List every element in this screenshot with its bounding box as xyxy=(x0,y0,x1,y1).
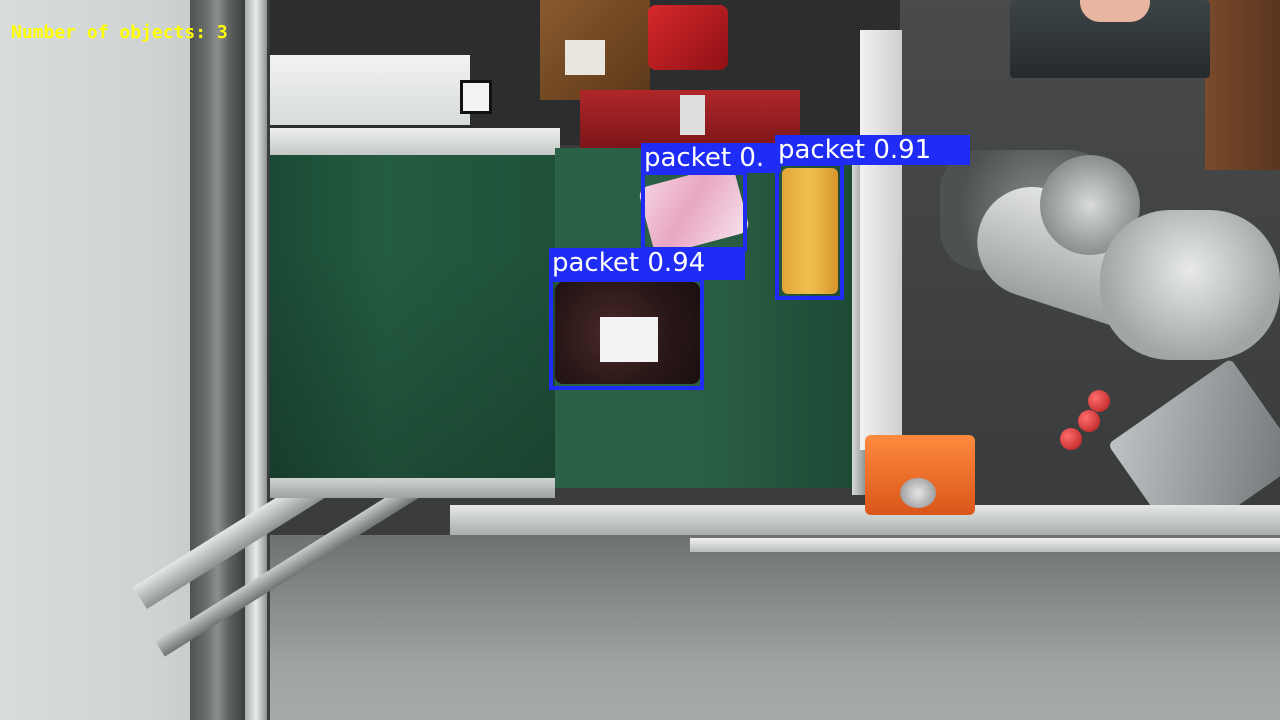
conveyor-frame-bottom xyxy=(270,478,555,498)
wooden-box xyxy=(1205,0,1280,170)
sensor-knob xyxy=(900,478,936,508)
cardboard-box-label xyxy=(565,40,605,75)
detection-box xyxy=(549,278,704,390)
detection-box xyxy=(641,171,747,251)
bottom-rail-strip xyxy=(690,538,1280,552)
detection-label: packet 0. xyxy=(641,143,781,173)
dark-packet-label xyxy=(600,317,658,362)
red-bag xyxy=(648,5,728,70)
conveyor-frame-top xyxy=(270,128,560,158)
crate-label xyxy=(680,95,705,135)
yellow-packet xyxy=(782,168,838,294)
conveyor-belt-left xyxy=(270,155,555,480)
robot-arm-lower xyxy=(1100,210,1280,360)
bottom-floor xyxy=(270,535,1280,720)
white-sheet xyxy=(270,55,470,125)
left-rail-edge xyxy=(245,0,267,720)
operator-hand xyxy=(1080,0,1150,22)
white-panel xyxy=(860,30,902,450)
object-counter: Number of objects: 3 xyxy=(11,22,228,43)
detection-label: packet 0.91 xyxy=(775,135,970,165)
belt-shadow xyxy=(270,250,555,480)
gripper-suction-cups xyxy=(1060,388,1140,468)
fiducial-marker xyxy=(460,80,492,114)
detection-box xyxy=(775,162,844,300)
detection-label: packet 0.94 xyxy=(549,248,745,280)
